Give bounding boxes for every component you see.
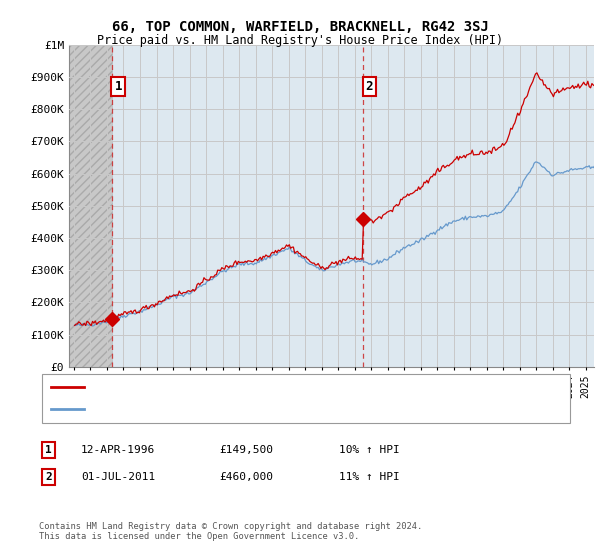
Bar [65, 45, 112, 367]
Text: Price paid vs. HM Land Registry's House Price Index (HPI): Price paid vs. HM Land Registry's House … [97, 34, 503, 46]
Text: 2: 2 [45, 472, 52, 482]
Text: 10% ↑ HPI: 10% ↑ HPI [339, 445, 400, 455]
Text: Contains HM Land Registry data © Crown copyright and database right 2024.
This d: Contains HM Land Registry data © Crown c… [39, 522, 422, 542]
Text: HPI: Average price, detached house, Bracknell Forest: HPI: Average price, detached house, Brac… [90, 404, 402, 414]
Text: 1: 1 [45, 445, 52, 455]
Text: 1: 1 [115, 80, 122, 93]
Text: 12-APR-1996: 12-APR-1996 [81, 445, 155, 455]
Text: 2: 2 [366, 80, 373, 93]
Text: 01-JUL-2011: 01-JUL-2011 [81, 472, 155, 482]
Text: £460,000: £460,000 [219, 472, 273, 482]
Text: £149,500: £149,500 [219, 445, 273, 455]
Bar [65, 45, 112, 367]
Text: 11% ↑ HPI: 11% ↑ HPI [339, 472, 400, 482]
Text: 66, TOP COMMON, WARFIELD, BRACKNELL, RG42 3SJ (detached house): 66, TOP COMMON, WARFIELD, BRACKNELL, RG4… [90, 382, 462, 393]
Text: 66, TOP COMMON, WARFIELD, BRACKNELL, RG42 3SJ: 66, TOP COMMON, WARFIELD, BRACKNELL, RG4… [112, 20, 488, 34]
